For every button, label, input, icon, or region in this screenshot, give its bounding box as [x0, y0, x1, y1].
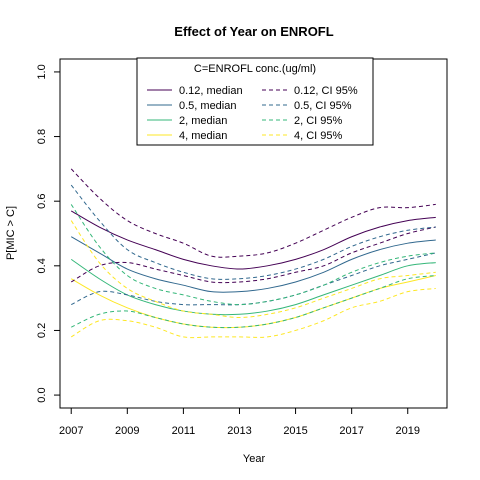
axes: 2007 2009 2011 2013 2015 2017 2019 0.0 0.2 0.4 0.6… [36, 58, 448, 437]
series-line [70, 275, 436, 329]
chart-title: Effect of Year on ENROFL [174, 24, 333, 39]
x-tick-label: 2017 [339, 425, 363, 437]
y-tick-label: 0.2 [36, 323, 48, 338]
x-axis-label: Year [243, 453, 266, 465]
legend-item-label: 4, CI 95% [294, 130, 343, 142]
x-tick-label: 2007 [59, 425, 83, 437]
series-line [71, 275, 436, 329]
x-tick-label: 2013 [227, 425, 251, 437]
y-tick-label: 0.4 [36, 258, 48, 273]
y-tick-label: 0.6 [36, 194, 48, 209]
y-tick-label: 0.0 [36, 387, 48, 402]
series-line [70, 258, 436, 316]
series-line [71, 252, 436, 306]
legend: C=ENROFL conc.(ug/ml) 0.12, median 0.12, … [136, 57, 374, 146]
series-line [70, 287, 436, 339]
series-layer [70, 168, 436, 339]
legend-title: C=ENROFL conc.(ug/ml) [194, 63, 316, 75]
legend-item-label: 0.5, median [179, 100, 236, 112]
legend-box [136, 57, 374, 146]
legend-item-label: 0.5, CI 95% [294, 100, 352, 112]
x-tick-label: 2009 [115, 425, 139, 437]
x-tick-label: 2011 [172, 425, 196, 437]
series-line [70, 168, 436, 258]
x-tick-label: 2019 [395, 425, 419, 437]
legend-item-label: 2, CI 95% [294, 115, 343, 127]
y-tick-label: 0.8 [36, 129, 48, 144]
legend-item-label: 0.12, CI 95% [294, 85, 358, 97]
series-line [70, 184, 436, 280]
legend-item-label: 2, median [179, 115, 227, 127]
series-line [70, 236, 436, 293]
series-line [70, 220, 436, 319]
series-line [70, 226, 436, 284]
x-tick-label: 2015 [283, 425, 307, 437]
y-axis-label: P[MIC > C] [5, 206, 17, 260]
series-line [70, 210, 436, 270]
y-tick-label: 1.0 [36, 64, 48, 79]
legend-item-label: 0.12, median [179, 85, 243, 97]
legend-item-label: 4, median [179, 130, 227, 142]
series-line [70, 204, 436, 306]
